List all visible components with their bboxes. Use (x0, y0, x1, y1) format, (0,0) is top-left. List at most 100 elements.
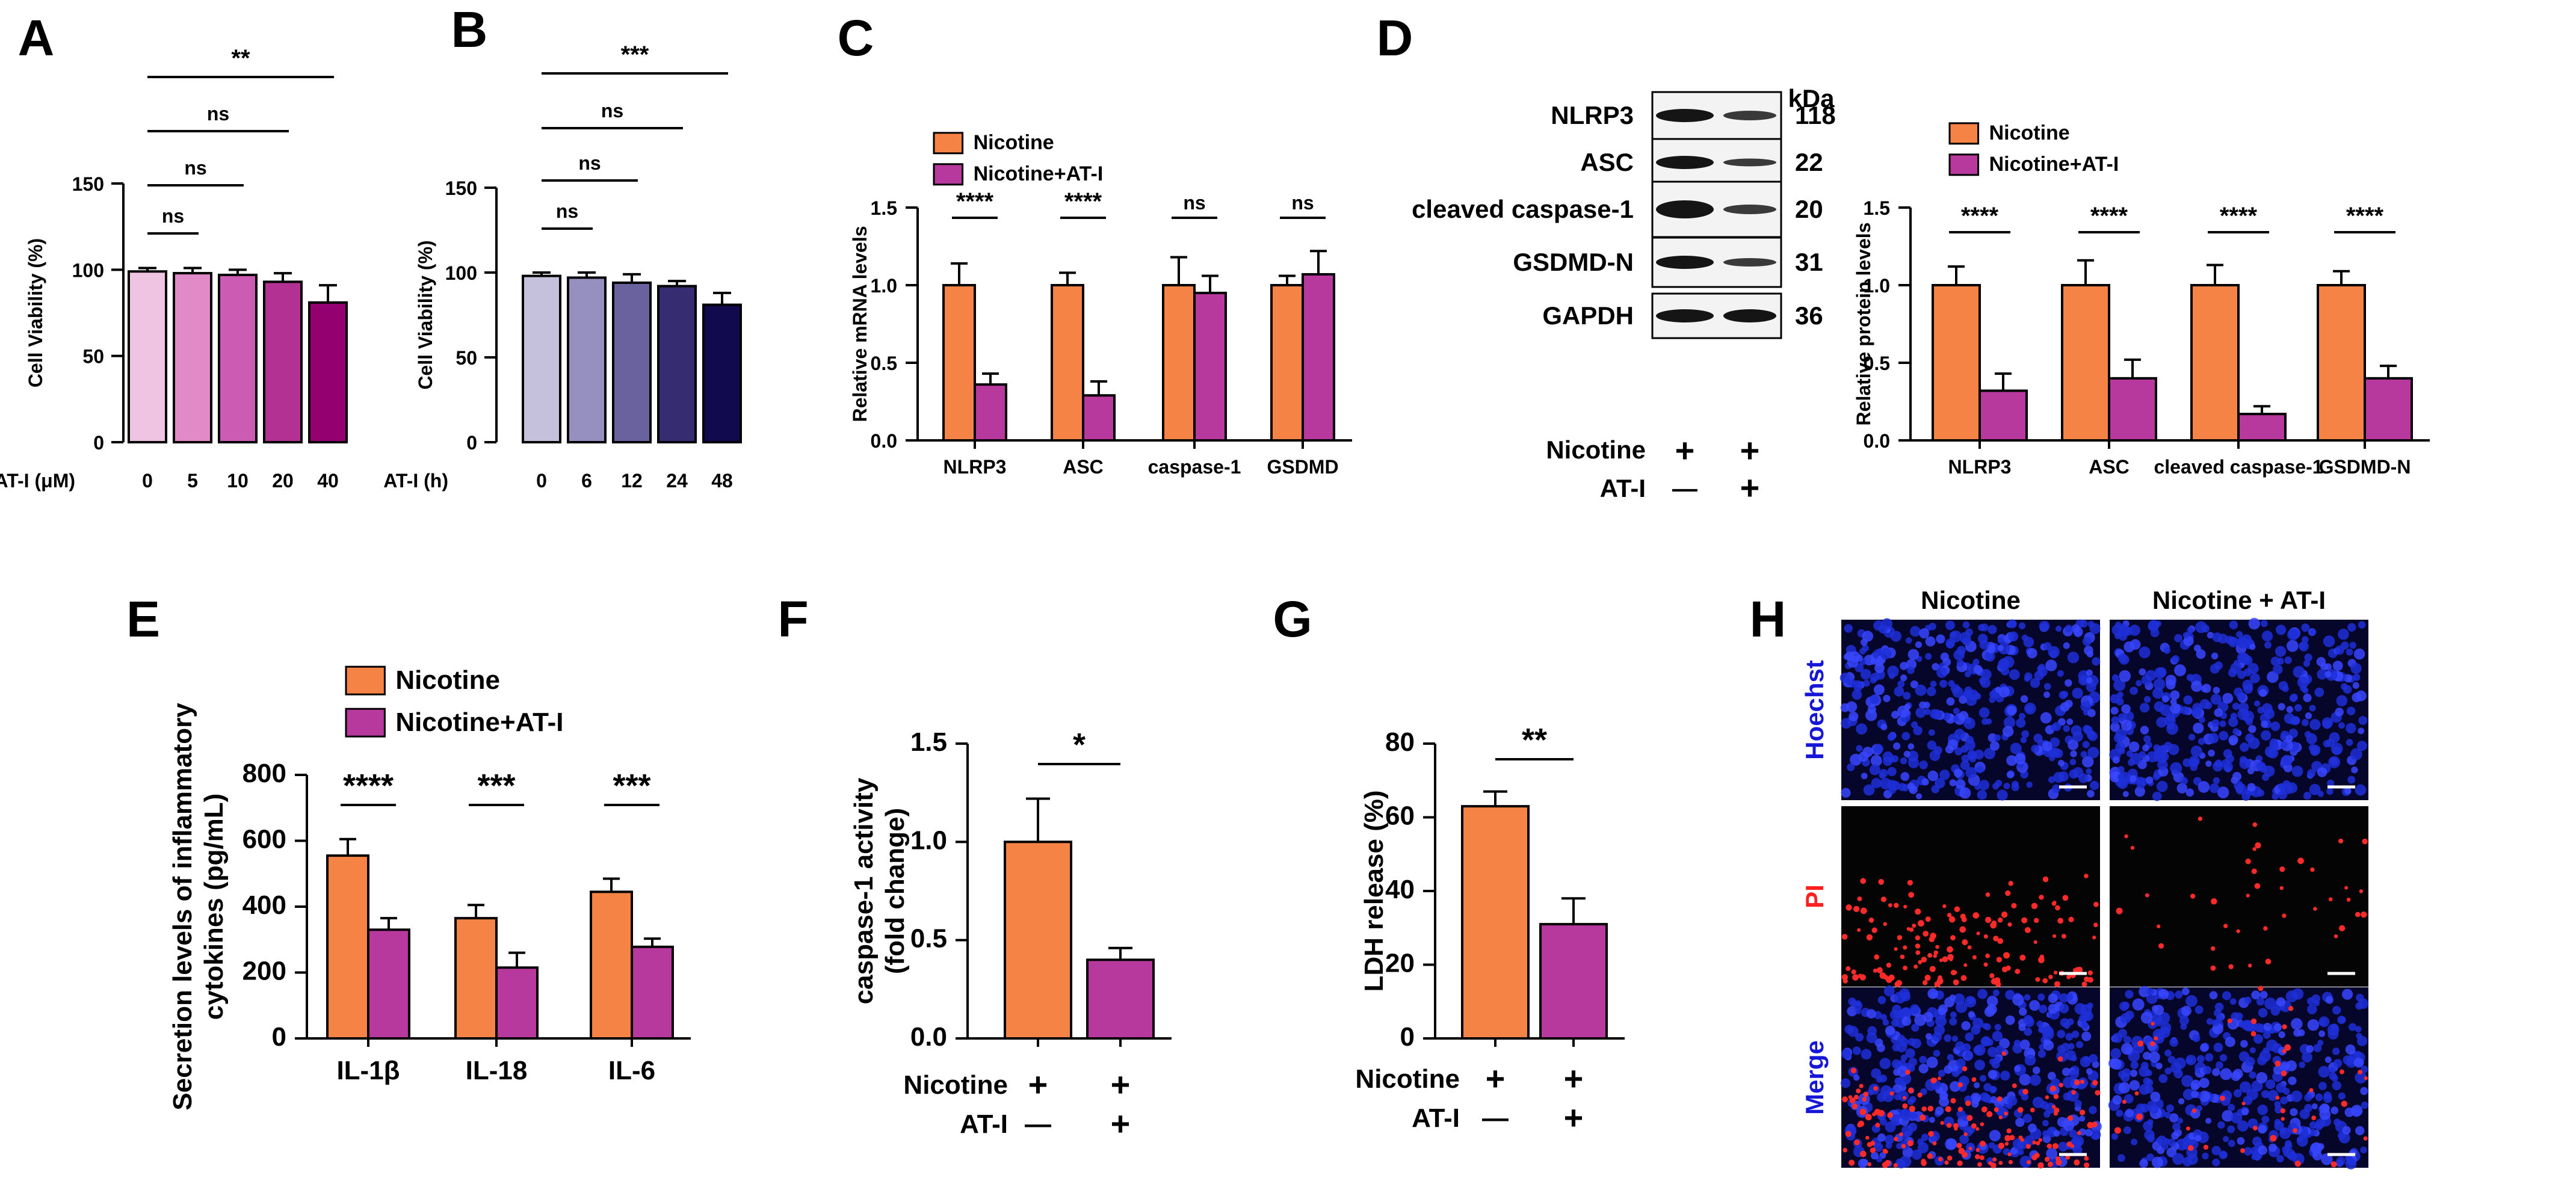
panel-H-pi-cell (2093, 922, 2098, 928)
panel-H-cell (2080, 751, 2087, 758)
panel-H-cell (1907, 782, 1915, 790)
panel-H-pi-cell (2255, 842, 2261, 849)
panel-H-cell (2024, 1135, 2035, 1146)
panel-H-cell (1974, 1082, 1980, 1088)
panel-H-cell (1960, 760, 1970, 770)
panel-H-cell (2086, 768, 2092, 775)
panel-H-cell (2238, 1021, 2246, 1028)
panel-H-pi-cell (1996, 957, 2003, 963)
panel-H-pi-cell (1888, 903, 1892, 908)
panel-D-sig-label: **** (2220, 203, 2258, 229)
panel-E-sig-label: **** (343, 768, 394, 804)
panel-H-cell (1973, 1046, 1983, 1055)
panel-D-blot-band (1656, 256, 1714, 269)
panel-H-cell (2120, 1013, 2131, 1024)
panel-H-pi-cell (2284, 1044, 2291, 1051)
panel-H-cell (2121, 704, 2131, 714)
panel-H-cell (1944, 1065, 1953, 1074)
panel-H-pi-cell (2008, 881, 2013, 886)
panel-H-pi-cell (1853, 1094, 1859, 1100)
panel-H-pi-cell (1957, 1106, 1963, 1112)
panel-B-y-tick-label: 0 (466, 432, 477, 454)
panel-H-cell (1921, 1133, 1929, 1141)
panel-H-micrograph (1841, 806, 2100, 987)
panel-H-cell (2344, 1107, 2355, 1117)
panel-H-cell (2169, 1113, 2179, 1123)
panel-H-pi-cell (1902, 1103, 1908, 1109)
panel-H-cell (2223, 749, 2232, 758)
panel-H-pi-cell (2258, 985, 2264, 991)
panel-H-cell (1853, 1074, 1860, 1081)
panel-H-cell (2280, 1062, 2290, 1072)
panel-H-cell (1865, 709, 1877, 721)
panel-H-cell (1861, 1049, 1872, 1060)
panel-H-cell (2037, 1049, 2046, 1058)
panel-D-blot-band (1723, 309, 1776, 322)
panel-H-pi-cell (2054, 981, 2060, 987)
panel-H-pi-cell (1897, 935, 1903, 940)
panel-H-cell (1964, 671, 1971, 677)
panel-H-cell (2303, 660, 2310, 667)
panel-H-cell (2297, 1029, 2305, 1037)
panel-H-pi-cell (1958, 1147, 1965, 1155)
panel-H-cell (2172, 1153, 2184, 1165)
panel-H-pi-cell (1938, 1157, 1943, 1162)
panel-H-pi-cell (2275, 1096, 2280, 1100)
panel-H-cell (1863, 679, 1870, 687)
panel-H-pi-cell (1903, 966, 1907, 970)
panel-H-cell (2208, 733, 2219, 744)
panel-H-cell (2024, 702, 2036, 715)
panel-H-cell (2257, 1104, 2268, 1115)
panel-E-bar-Nicotine+AT-I-IL-1β (367, 928, 410, 1040)
panel-H-pi-cell (1985, 916, 1992, 924)
panel-D-blot-band (1656, 309, 1714, 322)
panel-H-cell (2327, 1023, 2340, 1036)
panel-H-cell (1853, 1001, 1863, 1011)
panel-H-pi-cell (2191, 1108, 2197, 1113)
panel-H-cell (2122, 791, 2129, 797)
panel-H-pi-cell (1860, 878, 1867, 884)
panel-H-pi-cell (1853, 905, 1860, 912)
panel-H-cell (1903, 691, 1911, 700)
panel-H-pi-cell (1946, 1123, 1952, 1128)
panel-H-cell (1952, 686, 1963, 698)
panel-H-pi-cell (1865, 1114, 1872, 1121)
panel-H-cell (1921, 778, 1929, 786)
panel-C-x-tick-label: GSDMD (1267, 456, 1338, 478)
panel-H-pi-cell (1938, 975, 1942, 980)
panel-H-cell (2051, 1078, 2060, 1087)
panel-H-cell (1994, 734, 2001, 741)
panel-H-cell (2237, 1137, 2245, 1145)
panel-H-pi-cell (1859, 1108, 1867, 1115)
panel-H-cell (1897, 680, 1905, 688)
panel-H-cell (1978, 780, 1990, 791)
panel-H-cell (1959, 632, 1971, 644)
panel-H-pi-cell (2210, 965, 2216, 971)
panel-C-bar-Nicotine+AT-I-NLRP3 (974, 383, 1007, 442)
panel-H-pi-cell (2074, 1079, 2080, 1086)
panel-H-pi-cell (2052, 901, 2057, 905)
panel-C-sig-label: ns (1183, 192, 1205, 214)
panel-C-bar-Nicotine-NLRP3 (942, 284, 976, 442)
panel-H-cell (2280, 733, 2288, 741)
panel-H-cell (2222, 991, 2232, 1001)
panel-H-pi-cell (2136, 1113, 2143, 1120)
panel-G-y-tick-label: 80 (1385, 727, 1415, 757)
panel-H-cell (2019, 1156, 2032, 1168)
panel-H-pi-cell (1845, 1130, 1852, 1137)
panel-H-pi-cell (2093, 901, 2099, 907)
panel-H-cell (1989, 1087, 1997, 1094)
panel-H-cell (2164, 715, 2176, 727)
panel-H-cell (2139, 1066, 2150, 1078)
panel-H-cell (2217, 1121, 2225, 1129)
panel-B-y-tick-label: 150 (445, 177, 477, 199)
panel-H-pi-cell (2092, 1080, 2098, 1086)
panel-H-cell (2069, 1129, 2078, 1138)
panel-F-sig-label: * (1073, 727, 1086, 763)
panel-H-pi-cell (1966, 1115, 1973, 1121)
panel-H-cell (1870, 658, 1877, 665)
panel-H-cell (2021, 730, 2030, 738)
panel-H-pi-cell (1857, 896, 1862, 901)
panel-H-cell (2024, 1028, 2033, 1036)
panel-H-cell (2324, 671, 2332, 678)
